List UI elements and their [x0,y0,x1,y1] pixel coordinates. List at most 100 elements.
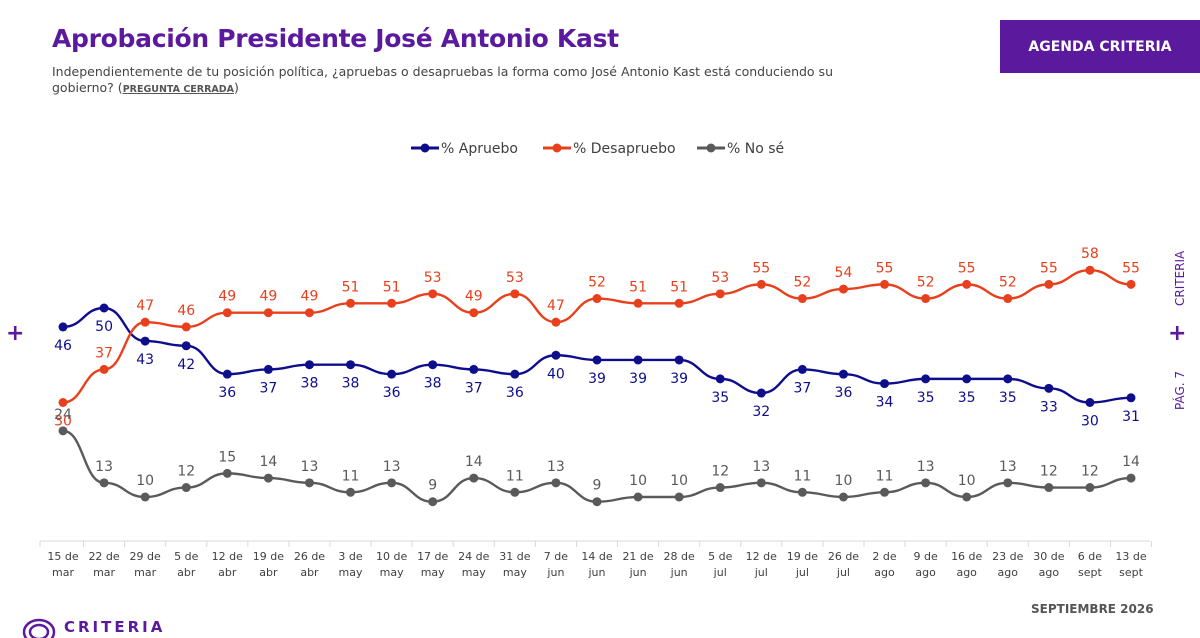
data-label-aprueba: 35 [711,390,729,406]
data-point-desaprueba [633,298,643,308]
data-point-desaprueba [592,294,602,304]
x-tick-label-month: jun [670,566,688,579]
data-label-desaprueba: 52 [588,275,606,291]
data-point-aprueba [838,369,848,379]
x-tick-label-day: 22 de [88,550,119,563]
legend-label-aprueba: % Apruebo [441,141,518,157]
x-tick-label-month: jun [588,566,606,579]
data-point-nose [263,473,273,483]
data-label-nose: 14 [259,454,277,470]
x-tick-label-month: jul [713,566,727,579]
data-point-nose [551,478,561,488]
data-label-aprueba: 37 [259,380,277,396]
x-tick: 22 de mar [88,541,126,579]
data-point-aprueba [1126,393,1136,403]
data-label-nose: 13 [547,459,565,475]
data-point-nose [1044,483,1054,493]
data-point-aprueba [797,364,807,374]
x-tick: 12 de abr [212,541,249,579]
data-point-desaprueba [304,308,314,318]
criteria-logo: CRITERIA [22,616,165,638]
data-label-nose: 9 [593,478,602,494]
x-tick-label-month: jul [795,566,809,579]
data-point-desaprueba [387,298,397,308]
data-point-aprueba [1085,398,1095,407]
data-label-aprueba: 36 [218,385,236,401]
x-tick-label-month: sept [1078,566,1102,579]
x-tick-label-month: ago [874,566,895,579]
x-tick-label-day: 29 de [130,550,161,563]
data-label-aprueba: 35 [999,390,1017,406]
x-tick-label-day: 5 de [174,550,198,563]
x-tick: 9 de ago [913,541,947,579]
data-point-desaprueba [140,317,150,327]
data-label-desaprueba: 55 [752,260,770,276]
x-tick-label-day: 28 de [664,550,695,563]
plus-icon-right: + [1168,321,1187,346]
data-point-desaprueba [551,317,561,327]
data-label-nose: 13 [752,459,770,475]
data-point-aprueba [510,369,520,379]
legend-marker-nose [706,143,716,153]
x-tick: 5 de jul [708,541,742,579]
data-point-desaprueba [715,289,725,299]
data-label-nose: 11 [793,468,811,484]
data-point-aprueba [263,364,273,374]
x-tick-label-month: ago [998,566,1019,579]
x-tick-label-day: 23 de [992,550,1023,563]
data-label-desaprueba: 49 [465,289,483,305]
data-point-aprueba [346,360,356,370]
x-tick: 2 de ago [872,541,906,579]
data-label-aprueba: 36 [835,385,853,401]
data-point-desaprueba [263,308,273,318]
x-tick-label-day: 5 de [708,550,732,563]
x-tick: 14 de jun [581,541,619,579]
data-label-nose: 13 [917,459,935,475]
data-point-desaprueba [346,298,356,308]
series-desaprueba: 30 37 47 46 49 49 49 51 51 53 49 53 47 52 51 51 53 55 52 54… [54,246,1140,429]
x-tick-label-day: 10 de [376,550,407,563]
data-label-nose: 11 [342,468,360,484]
data-label-aprueba: 31 [1122,409,1140,425]
data-label-aprueba: 38 [301,376,319,392]
data-label-desaprueba: 51 [383,279,401,295]
data-point-nose [838,492,848,502]
data-point-nose [469,473,479,483]
x-tick: 10 de may [376,541,413,579]
data-label-nose: 10 [835,473,853,489]
data-point-nose [962,492,972,502]
data-point-desaprueba [880,279,890,289]
data-point-nose [715,483,725,493]
x-tick-label-day: 12 de [212,550,243,563]
x-tick: 26 de jul [828,541,865,579]
data-label-nose: 10 [629,473,647,489]
data-label-aprueba: 37 [465,380,483,396]
x-tick: 5 de abr [174,541,208,579]
agenda-criteria-badge[interactable]: AGENDA CRITERIA [1000,20,1200,73]
data-label-aprueba: 36 [383,385,401,401]
x-tick-label-day: 30 de [1033,550,1064,563]
x-tick-label-day: 21 de [622,550,653,563]
data-label-desaprueba: 53 [424,270,442,286]
data-point-aprueba [304,360,314,370]
data-point-desaprueba [58,398,68,407]
data-label-desaprueba: 54 [835,265,853,281]
data-label-aprueba: 39 [670,371,688,387]
data-point-aprueba [962,374,972,384]
data-label-aprueba: 39 [588,371,606,387]
data-point-aprueba [469,364,479,374]
x-tick-label-day: 3 de [338,550,362,563]
data-point-desaprueba [222,308,232,318]
data-label-aprueba: 42 [177,357,195,373]
data-label-aprueba: 43 [136,352,154,368]
data-point-nose [222,468,232,478]
data-point-desaprueba [921,294,931,304]
x-tick: 26 de abr [294,541,331,579]
x-tick-label-month: sept [1119,566,1143,579]
data-point-nose [1085,483,1095,493]
data-label-aprueba: 46 [54,338,72,354]
data-point-desaprueba [1003,294,1013,304]
data-label-aprueba: 36 [506,385,524,401]
data-point-aprueba [592,355,602,365]
data-point-aprueba [1003,374,1013,384]
